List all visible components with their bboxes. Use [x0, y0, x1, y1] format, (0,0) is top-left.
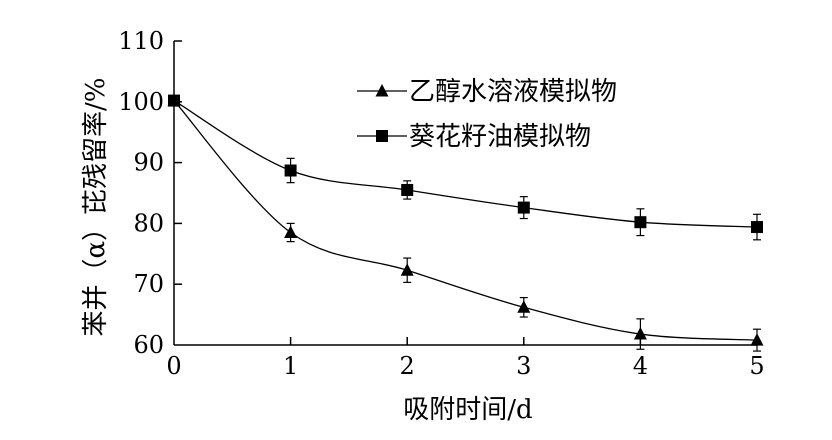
data-point	[400, 263, 414, 276]
data-point	[633, 327, 647, 340]
legend-label: 乙醇水溶液模拟物	[409, 77, 617, 107]
legend-label: 葵花籽油模拟物	[409, 122, 591, 152]
x-tick-label: 4	[633, 352, 648, 380]
legend-item: 葵花籽油模拟物	[357, 122, 591, 152]
series-line	[173, 100, 758, 228]
y-axis-title: 苯并（α）芘残留率/%	[81, 77, 111, 336]
series-layer	[167, 93, 764, 352]
y-tick-label: 60	[133, 331, 164, 359]
y-tick-label: 90	[133, 149, 164, 177]
legend-marker	[375, 84, 389, 97]
x-tick-label: 5	[749, 352, 764, 380]
y-tick-label: 100	[118, 88, 164, 116]
series-square	[168, 94, 763, 241]
data-point	[750, 333, 764, 346]
x-tick-label: 0	[166, 352, 181, 380]
x-tick-label: 3	[516, 352, 531, 380]
data-point	[751, 221, 763, 234]
y-ticks: 60 70 80 90 100 110	[118, 27, 182, 359]
data-point	[284, 225, 298, 239]
y-tick-label: 80	[133, 209, 164, 237]
x-tick-label: 1	[283, 352, 298, 380]
data-point	[634, 216, 647, 229]
y-tick-label: 110	[118, 27, 164, 55]
legend-marker	[376, 130, 388, 142]
legend-item: 乙醇水溶液模拟物	[357, 77, 617, 107]
data-point	[401, 183, 414, 196]
y-tick-label: 70	[133, 270, 164, 298]
axes	[173, 41, 757, 346]
x-ticks: 0 1 2 3 4 5	[166, 337, 765, 380]
x-tick-label: 2	[400, 352, 415, 380]
data-point	[517, 201, 530, 214]
data-point	[284, 164, 297, 177]
data-point	[168, 94, 180, 107]
x-axis-title: 吸附时间/d	[403, 395, 532, 425]
data-point	[517, 300, 531, 313]
